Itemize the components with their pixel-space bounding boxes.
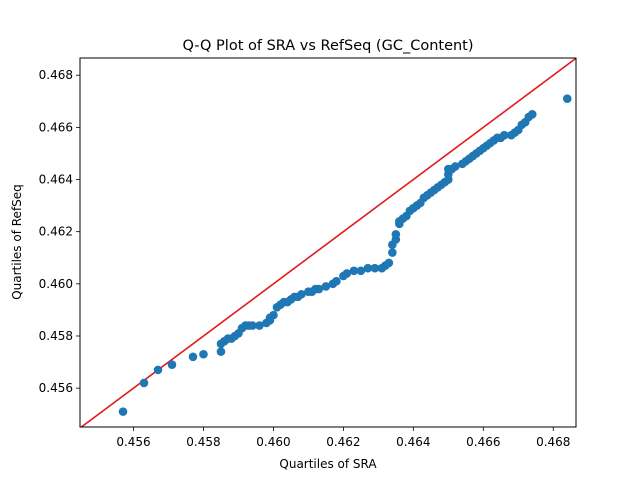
data-point <box>332 276 341 286</box>
y-tick-label: 0.456 <box>39 381 73 395</box>
reference-line-y-equals-x <box>80 58 576 427</box>
data-point <box>314 284 324 294</box>
data-point <box>499 130 509 140</box>
y-tick-label: 0.462 <box>39 225 73 239</box>
x-tick-label: 0.464 <box>396 435 430 449</box>
x-tick-label: 0.460 <box>256 435 290 449</box>
data-point <box>188 352 198 362</box>
data-point <box>363 263 373 273</box>
data-point <box>451 162 460 171</box>
data-point <box>269 310 278 320</box>
y-axis: 0.456 0.458 0.460 0.462 0.464 0.466 0.468 <box>39 68 80 395</box>
data-point <box>356 266 366 276</box>
y-tick-label: 0.460 <box>39 277 73 291</box>
x-axis-label: Quartiles of SRA <box>279 457 377 471</box>
data-point <box>391 229 401 239</box>
y-tick-label: 0.458 <box>39 329 73 343</box>
data-point <box>384 258 394 268</box>
data-point <box>342 269 352 278</box>
plot-area <box>79 57 577 428</box>
y-tick-label: 0.464 <box>39 173 73 187</box>
data-point <box>321 282 331 291</box>
data-point <box>388 248 397 257</box>
x-tick-label: 0.468 <box>536 435 570 449</box>
data-point <box>562 94 572 103</box>
y-axis-label: Quartiles of RefSeq <box>10 184 24 300</box>
data-point <box>297 289 306 299</box>
x-axis: 0.456 0.458 0.460 0.462 0.464 0.466 0.468 <box>116 427 570 449</box>
data-point <box>255 321 264 330</box>
data-point <box>199 349 208 359</box>
data-point <box>153 365 163 375</box>
chart-title: Q-Q Plot of SRA vs RefSeq (GC_Content) <box>182 38 473 54</box>
y-tick-label: 0.466 <box>39 120 73 134</box>
y-tick-label: 0.468 <box>39 68 73 82</box>
data-point <box>248 321 257 330</box>
data-point <box>370 263 380 273</box>
x-tick-label: 0.456 <box>116 435 150 449</box>
x-tick-label: 0.458 <box>186 435 220 449</box>
data-point <box>216 347 226 356</box>
data-point <box>167 360 177 369</box>
x-tick-label: 0.462 <box>326 435 360 449</box>
plot-frame <box>79 57 577 428</box>
x-tick-label: 0.466 <box>466 435 500 449</box>
data-point <box>527 110 537 119</box>
data-point <box>349 266 359 276</box>
data-point <box>118 407 128 416</box>
data-point <box>139 378 149 388</box>
